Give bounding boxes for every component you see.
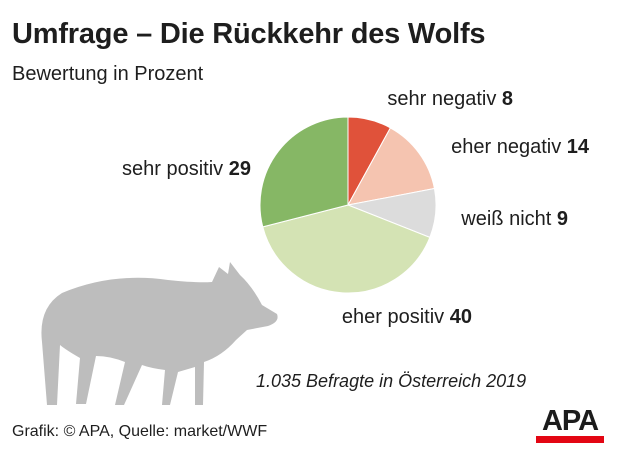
pie-slice-eher-positiv	[262, 204, 431, 294]
slice-label-sehr-positiv: sehr positiv 29	[122, 158, 251, 180]
slice-label-sehr-negativ: sehr negativ 8	[387, 88, 513, 110]
slice-label-eher-positiv: eher positiv 40	[342, 306, 472, 328]
source-credit: Grafik: © APA, Quelle: market/WWF	[12, 423, 268, 440]
wolf-silhouette	[41, 262, 278, 405]
chart-subtitle: Bewertung in Prozent	[12, 63, 204, 85]
pie-slice-sehr-positiv	[259, 116, 349, 228]
wolf-icon	[41, 262, 278, 405]
sample-note: 1.035 Befragte in Österreich 2019	[256, 371, 527, 391]
slice-label-eher-negativ: eher negativ 14	[451, 136, 590, 158]
slice-label-weiss-nicht: weiß nicht 9	[460, 208, 568, 230]
chart-title: Umfrage – Die Rückkehr des Wolfs	[12, 18, 486, 50]
apa-logo-text: APA	[541, 405, 599, 437]
apa-logo: APA	[536, 405, 604, 443]
apa-logo-bar	[536, 436, 604, 443]
pie-slice-eher-negativ	[347, 127, 436, 206]
